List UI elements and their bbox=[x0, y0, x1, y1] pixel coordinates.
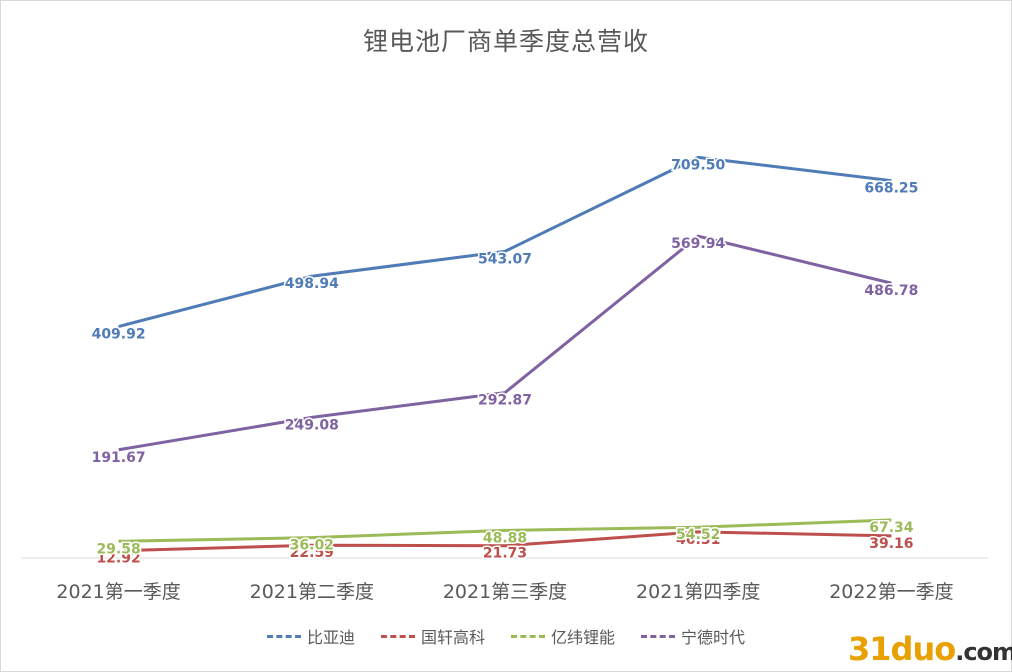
data-label-eve: 67.34 bbox=[869, 520, 914, 536]
legend-label-byd: 比亚迪 bbox=[306, 628, 355, 647]
data-label-gotion: 39.16 bbox=[869, 536, 913, 552]
legend-label-eve: 亿纬锂能 bbox=[551, 628, 616, 647]
data-label-byd: 498.94 bbox=[285, 276, 339, 292]
data-label-byd: 543.07 bbox=[478, 251, 532, 267]
data-label-eve: 36.02 bbox=[290, 538, 334, 554]
legend-label-catl: 宁德时代 bbox=[681, 628, 746, 647]
data-label-eve: 54.52 bbox=[676, 527, 720, 543]
legend: 比亚迪 国轩高科 亿纬锂能 宁德时代 bbox=[0, 624, 1012, 648]
legend-item-catl[interactable]: 宁德时代 bbox=[641, 624, 745, 648]
watermark-main: 31duo bbox=[848, 630, 956, 668]
data-label-gotion: 46.31 bbox=[676, 532, 720, 548]
legend-item-gotion[interactable]: 国轩高科 bbox=[380, 624, 485, 648]
legend-swatch-byd bbox=[266, 634, 301, 638]
x-tick-label: 2021第四季度 bbox=[636, 581, 760, 603]
x-tick-label: 2021第三季度 bbox=[443, 581, 567, 603]
data-label-catl: 486.78 bbox=[864, 283, 918, 299]
legend-item-eve[interactable]: 亿纬锂能 bbox=[511, 624, 615, 648]
watermark-logo: 31duo.com bbox=[848, 630, 1012, 668]
x-tick-label: 2021第一季度 bbox=[56, 581, 180, 603]
data-label-gotion: 22.59 bbox=[290, 545, 334, 561]
series-line-gotion bbox=[118, 530, 892, 553]
data-label-catl: 292.87 bbox=[478, 393, 532, 409]
series-line-eve bbox=[118, 518, 892, 543]
data-label-eve: 48.88 bbox=[483, 530, 527, 546]
data-label-byd: 668.25 bbox=[864, 181, 918, 197]
data-label-gotion: 12.92 bbox=[96, 551, 140, 567]
legend-swatch-eve bbox=[511, 634, 545, 638]
data-label-eve: 29.58 bbox=[96, 541, 140, 557]
legend-swatch-catl bbox=[641, 634, 676, 638]
watermark-suffix: .com bbox=[955, 638, 1012, 666]
data-label-catl: 569.94 bbox=[671, 236, 725, 252]
x-tick-label: 2021第二季度 bbox=[250, 581, 374, 603]
data-label-gotion: 21.73 bbox=[483, 546, 527, 562]
data-label-byd: 709.50 bbox=[671, 157, 725, 173]
data-label-catl: 191.67 bbox=[92, 450, 146, 466]
data-label-catl: 249.08 bbox=[285, 417, 339, 433]
x-tick-label: 2022第一季度 bbox=[829, 581, 953, 603]
data-label-byd: 409.92 bbox=[92, 327, 146, 343]
legend-swatch-gotion bbox=[380, 634, 415, 638]
series-line-byd bbox=[118, 155, 892, 328]
legend-label-gotion: 国轩高科 bbox=[420, 628, 485, 647]
legend-item-byd[interactable]: 比亚迪 bbox=[266, 624, 355, 648]
series-line-catl bbox=[118, 234, 892, 452]
chart-title: 锂电池厂商单季度总营收 bbox=[362, 27, 649, 56]
